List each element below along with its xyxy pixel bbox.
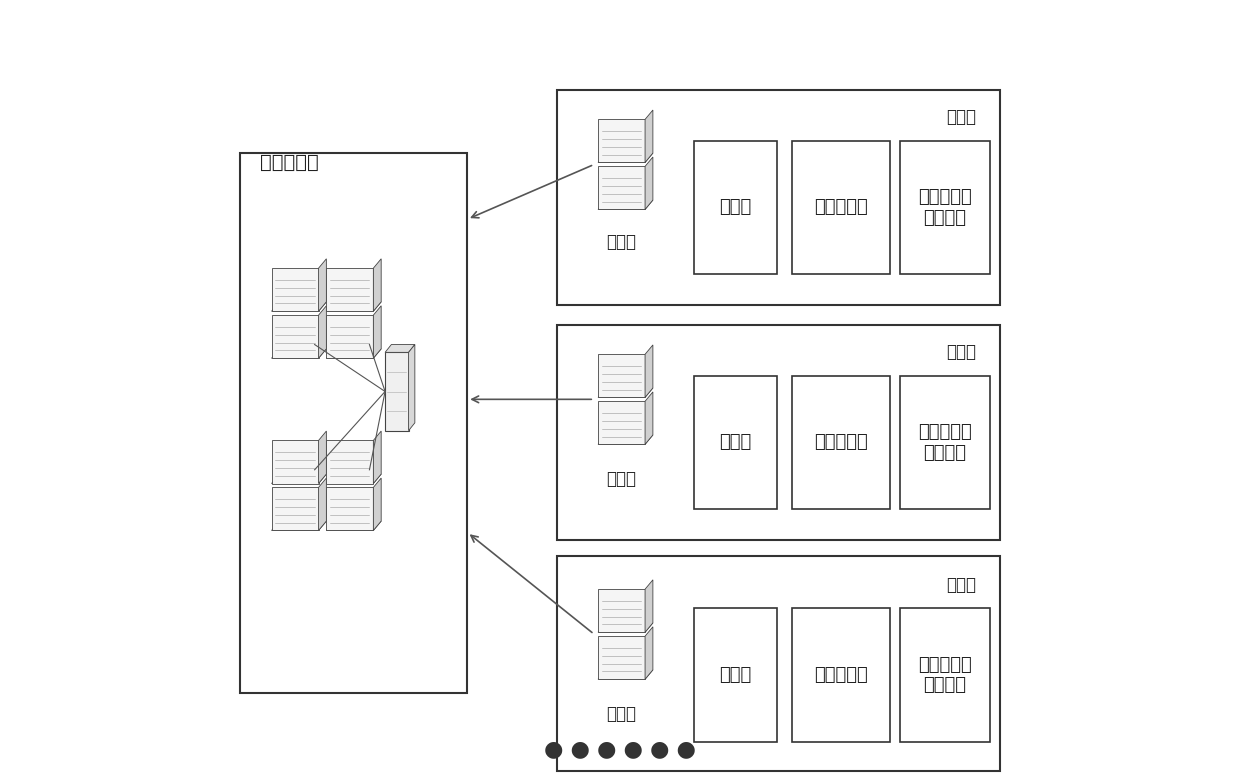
Polygon shape (319, 305, 326, 359)
Polygon shape (326, 487, 373, 531)
Text: 中继站: 中继站 (946, 576, 976, 594)
Text: 计算机: 计算机 (606, 470, 636, 488)
Polygon shape (272, 349, 326, 359)
Polygon shape (272, 301, 326, 311)
Polygon shape (373, 431, 381, 483)
Polygon shape (598, 388, 653, 397)
FancyBboxPatch shape (792, 376, 890, 509)
Polygon shape (272, 268, 319, 311)
Text: 更换电池的
机械装置: 更换电池的 机械装置 (918, 188, 971, 227)
FancyBboxPatch shape (792, 608, 890, 742)
Polygon shape (598, 200, 653, 209)
Text: 更换电池的
机械装置: 更换电池的 机械装置 (918, 423, 971, 462)
Text: 充电桩: 充电桩 (719, 666, 751, 684)
Polygon shape (326, 349, 381, 359)
Polygon shape (598, 636, 645, 679)
FancyBboxPatch shape (899, 141, 990, 274)
Polygon shape (598, 669, 653, 679)
Polygon shape (326, 440, 373, 483)
Text: 更换电池的
机械装置: 更换电池的 机械装置 (918, 655, 971, 695)
Polygon shape (645, 110, 653, 162)
Polygon shape (645, 392, 653, 445)
Text: 计算机: 计算机 (606, 233, 636, 251)
Polygon shape (272, 487, 319, 531)
Polygon shape (598, 623, 653, 633)
Polygon shape (598, 435, 653, 445)
Text: 电池存储舱: 电池存储舱 (815, 199, 868, 216)
Polygon shape (326, 268, 373, 311)
Text: 充电桩: 充电桩 (719, 199, 751, 216)
Polygon shape (598, 354, 645, 397)
FancyBboxPatch shape (557, 325, 999, 540)
Text: 中继站: 中继站 (946, 343, 976, 361)
FancyBboxPatch shape (241, 153, 467, 693)
Polygon shape (326, 521, 381, 531)
Polygon shape (645, 157, 653, 209)
Polygon shape (386, 352, 409, 431)
Polygon shape (326, 315, 373, 359)
Text: 电池存储舱: 电池存储舱 (815, 666, 868, 684)
Polygon shape (272, 315, 319, 359)
FancyBboxPatch shape (899, 608, 990, 742)
Polygon shape (598, 589, 645, 633)
Polygon shape (598, 166, 645, 209)
Polygon shape (645, 626, 653, 679)
Polygon shape (272, 474, 326, 483)
FancyBboxPatch shape (792, 141, 890, 274)
Text: 电池存储舱: 电池存储舱 (815, 434, 868, 451)
Text: 管理服务器: 管理服务器 (260, 153, 319, 172)
Text: 充电桩: 充电桩 (719, 434, 751, 451)
Polygon shape (319, 258, 326, 311)
Polygon shape (598, 119, 645, 162)
Polygon shape (326, 301, 381, 311)
Text: 中继站: 中继站 (946, 108, 976, 126)
FancyBboxPatch shape (899, 376, 990, 509)
Polygon shape (598, 401, 645, 445)
Polygon shape (373, 478, 381, 531)
Polygon shape (373, 258, 381, 311)
FancyBboxPatch shape (557, 556, 999, 771)
Text: ● ● ● ● ● ●: ● ● ● ● ● ● (544, 739, 696, 760)
Polygon shape (319, 478, 326, 531)
Polygon shape (598, 153, 653, 162)
Polygon shape (645, 579, 653, 633)
Polygon shape (326, 474, 381, 483)
Polygon shape (373, 305, 381, 359)
Text: 计算机: 计算机 (606, 705, 636, 723)
Polygon shape (645, 345, 653, 397)
Polygon shape (272, 440, 319, 483)
FancyBboxPatch shape (557, 90, 999, 305)
Polygon shape (319, 431, 326, 483)
Polygon shape (272, 521, 326, 531)
FancyBboxPatch shape (694, 141, 776, 274)
Polygon shape (409, 345, 415, 431)
FancyBboxPatch shape (694, 608, 776, 742)
FancyBboxPatch shape (694, 376, 776, 509)
Polygon shape (386, 345, 415, 352)
